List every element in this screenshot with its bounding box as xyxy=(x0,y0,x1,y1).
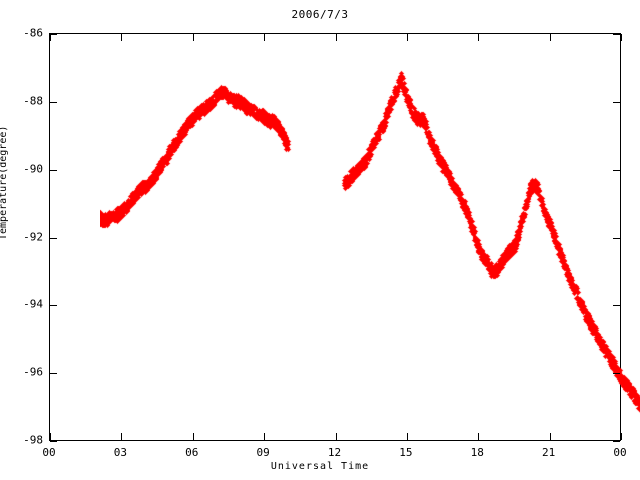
x-tick-label: 00 xyxy=(42,446,56,459)
x-tick-label: 12 xyxy=(327,446,342,459)
x-tick-mark xyxy=(192,433,194,440)
y-tick-mark-right xyxy=(613,373,620,375)
x-tick-label: 06 xyxy=(185,446,199,459)
x-tick-label: 03 xyxy=(113,446,127,459)
x-tick-mark-top xyxy=(264,34,266,41)
x-tick-mark-top xyxy=(621,34,622,41)
x-tick-mark xyxy=(50,433,51,440)
x-tick-mark-top xyxy=(478,34,480,41)
y-tick-label: -92 xyxy=(23,230,43,243)
x-tick-mark xyxy=(335,433,337,440)
y-tick-label: -88 xyxy=(23,94,43,108)
x-tick-label: 15 xyxy=(399,446,413,459)
x-tick-mark xyxy=(406,433,408,440)
x-tick-mark-top xyxy=(335,34,337,41)
y-tick-mark xyxy=(50,34,57,35)
y-axis-title: Temperature(degree) xyxy=(0,125,9,240)
x-tick-mark xyxy=(621,433,622,440)
data-points-layer xyxy=(100,68,640,474)
y-tick-mark-right xyxy=(613,34,620,35)
y-tick-mark-right xyxy=(613,169,620,171)
y-tick-mark xyxy=(50,169,57,171)
y-tick-mark-right xyxy=(613,101,620,103)
x-tick-mark-top xyxy=(549,34,551,41)
x-tick-mark-top xyxy=(121,34,123,41)
x-tick-label: 00 xyxy=(613,446,627,459)
x-tick-label: 09 xyxy=(256,446,270,459)
x-axis-title: Universal Time xyxy=(270,461,370,472)
x-tick-mark-top xyxy=(406,34,408,41)
y-tick-label: -90 xyxy=(23,162,43,176)
x-tick-mark xyxy=(121,433,123,440)
y-tick-mark-right xyxy=(613,237,620,239)
y-tick-mark-right xyxy=(613,305,620,307)
y-tick-mark xyxy=(50,237,57,239)
y-tick-label: -86 xyxy=(23,26,43,40)
x-tick-mark-top xyxy=(50,34,51,41)
y-tick-label: -94 xyxy=(23,297,43,311)
y-tick-mark-right xyxy=(613,441,620,442)
y-tick-label: -96 xyxy=(23,365,43,379)
y-tick-label: -98 xyxy=(23,433,43,447)
x-tick-mark xyxy=(549,433,551,440)
y-tick-mark xyxy=(50,373,57,375)
x-tick-mark xyxy=(264,433,266,440)
chart-title: 2006/7/3 xyxy=(291,8,349,21)
y-tick-mark xyxy=(50,101,57,103)
y-tick-mark xyxy=(50,441,57,442)
x-tick-label: 18 xyxy=(470,446,484,459)
x-tick-mark xyxy=(478,433,480,440)
plot-frame xyxy=(49,33,640,474)
y-tick-mark xyxy=(50,305,57,307)
x-tick-mark-top xyxy=(192,34,194,41)
x-tick-label: 21 xyxy=(542,446,556,459)
